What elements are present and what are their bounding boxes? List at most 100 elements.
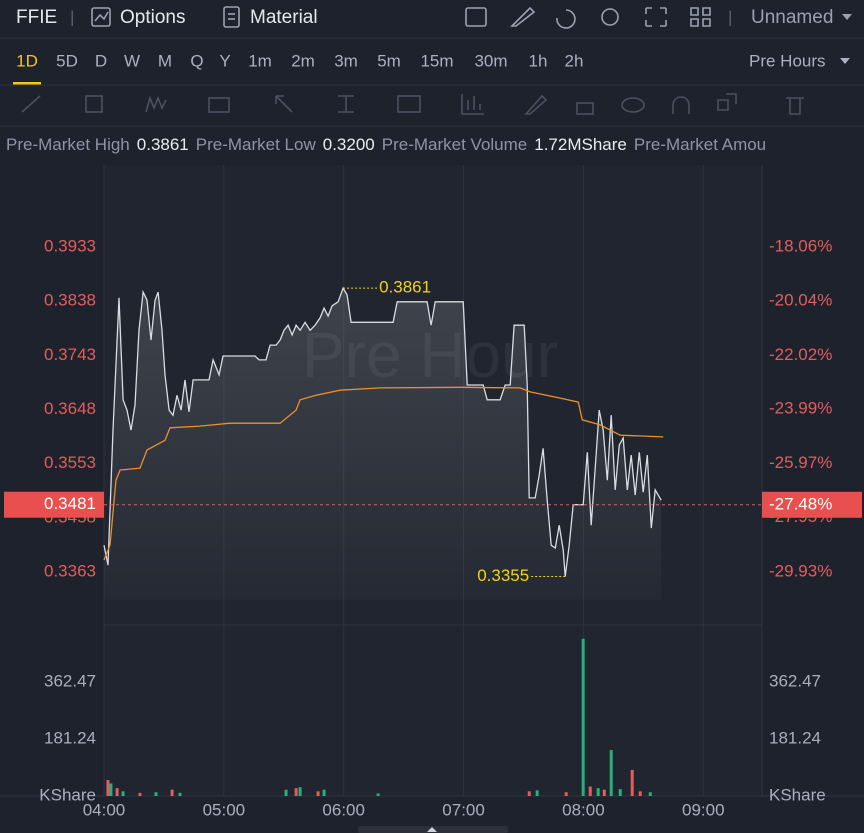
volume-tick-label: 362.47: [769, 672, 821, 691]
layout-name[interactable]: Unnamed: [751, 7, 833, 28]
volume-bar: [609, 750, 613, 796]
volume-bar: [115, 788, 119, 796]
volume-bar: [322, 789, 326, 796]
trend-tool[interactable]: [21, 95, 41, 113]
stat-label: Pre-Market Volume: [382, 135, 528, 154]
period-tabs: 1D 5D D W M Q Y 1m 2m 3m 5m 15m 30m 1h 2h: [13, 51, 583, 85]
volume-tick-label: 181.24: [44, 729, 96, 748]
period-tab[interactable]: 15m: [420, 51, 453, 70]
chart-icon[interactable]: [465, 7, 487, 27]
drawing-tools: [21, 93, 804, 115]
period-tab[interactable]: 3m: [334, 51, 358, 70]
x-tick-label: 09:00: [682, 800, 725, 819]
stat-label: Pre-Market High: [6, 135, 130, 154]
x-tick-label: 06:00: [322, 800, 365, 819]
magnet-tool[interactable]: [672, 96, 690, 114]
period-tab[interactable]: D: [95, 51, 107, 70]
y2-tick-label: -18.06%: [769, 236, 832, 255]
delete-tool[interactable]: [786, 97, 804, 115]
period-tab[interactable]: 5m: [377, 51, 401, 70]
text-tool[interactable]: [208, 97, 230, 113]
options-button[interactable]: Options: [91, 7, 185, 28]
y2-tick-label: -25.97%: [769, 453, 832, 472]
y-tick-label: 0.3933: [44, 237, 96, 256]
symbol[interactable]: FFIE: [16, 7, 57, 28]
period-tab[interactable]: M: [158, 51, 172, 70]
arrow-tool[interactable]: [275, 95, 293, 113]
y-tick-label: 0.3838: [44, 291, 96, 310]
high-label: 0.3861: [379, 278, 431, 297]
last-change-box: [762, 491, 862, 518]
pen-tool[interactable]: [524, 94, 548, 115]
separator: |: [728, 7, 732, 26]
settings-icon[interactable]: [601, 8, 619, 26]
fullscreen-icon[interactable]: [645, 7, 667, 27]
volume-bar: [602, 789, 606, 796]
volume-bar: [588, 786, 592, 796]
stat-value: 0.3200: [323, 135, 375, 154]
copy-tool[interactable]: [717, 93, 737, 111]
low-label: 0.3355: [477, 566, 529, 585]
dropdown-arrow: [840, 58, 850, 64]
material-button[interactable]: Material: [223, 6, 318, 28]
period-tab[interactable]: 2m: [291, 51, 315, 70]
period-tab[interactable]: 5D: [56, 51, 78, 70]
visibility-tool[interactable]: [621, 97, 645, 113]
wave-tool[interactable]: [145, 95, 167, 113]
volume-unit: KShare: [39, 785, 96, 804]
x-tick-label: 08:00: [562, 800, 605, 819]
material-label: Material: [250, 7, 318, 28]
layout-icon[interactable]: [690, 7, 711, 27]
lock-tool[interactable]: [576, 102, 594, 115]
x-tick-label: 07:00: [442, 800, 485, 819]
edit-icon[interactable]: [510, 6, 536, 27]
y-tick-label: 0.3743: [44, 345, 96, 364]
period-tab[interactable]: W: [124, 51, 140, 70]
last-change-label: -27.48%: [769, 494, 832, 513]
indicator-tool[interactable]: [461, 94, 484, 115]
volume-bar: [648, 792, 652, 796]
label-tool[interactable]: [397, 95, 421, 113]
x-tick-label: 04:00: [83, 800, 126, 819]
period-tab[interactable]: 1D: [16, 51, 38, 70]
period-tab[interactable]: Y: [219, 51, 230, 70]
session-select[interactable]: Pre Hours: [749, 51, 826, 70]
volume-bar: [170, 789, 174, 796]
volume-bar: [564, 792, 568, 796]
period-tab[interactable]: 30m: [474, 51, 507, 70]
period-tab[interactable]: Q: [190, 51, 203, 70]
volume-bar: [618, 789, 622, 796]
options-icon-line: [94, 11, 109, 22]
volume-bar: [581, 638, 585, 796]
volume-tick-label: 181.24: [769, 729, 821, 748]
y2-tick-label: -29.93%: [769, 561, 832, 580]
options-label: Options: [120, 7, 185, 28]
y-tick-label: 0.3648: [44, 399, 96, 418]
period-tab[interactable]: 1m: [248, 51, 272, 70]
period-tab[interactable]: 1h: [529, 51, 548, 70]
stat-value: 1.72MShare: [534, 135, 627, 154]
volume-bar: [106, 779, 110, 796]
refresh-icon[interactable]: [556, 9, 576, 29]
price-area: [104, 288, 662, 600]
period-tab[interactable]: 2h: [565, 51, 584, 70]
dropdown-arrow: [842, 14, 852, 20]
scroll-arrow: [427, 827, 437, 832]
toolbar-icons: [465, 6, 711, 29]
stat-label: Pre-Market Low: [196, 135, 317, 154]
average-line: [103, 386, 664, 561]
volume-bar: [178, 792, 182, 796]
y-tick-label: 0.3363: [44, 561, 96, 580]
options-icon: [91, 7, 111, 27]
rect-tool[interactable]: [85, 95, 103, 113]
measure-tool[interactable]: [338, 95, 354, 113]
volume-bar: [284, 789, 288, 796]
volume-bar: [527, 791, 531, 796]
y2-tick-label: -23.99%: [769, 399, 832, 418]
last-price-label: 0.3481: [44, 494, 96, 513]
stats-bar: Pre-Market High 0.3861 Pre-Market Low 0.320…: [6, 135, 766, 154]
volume-bar: [316, 791, 320, 796]
volume-bar: [109, 783, 113, 796]
